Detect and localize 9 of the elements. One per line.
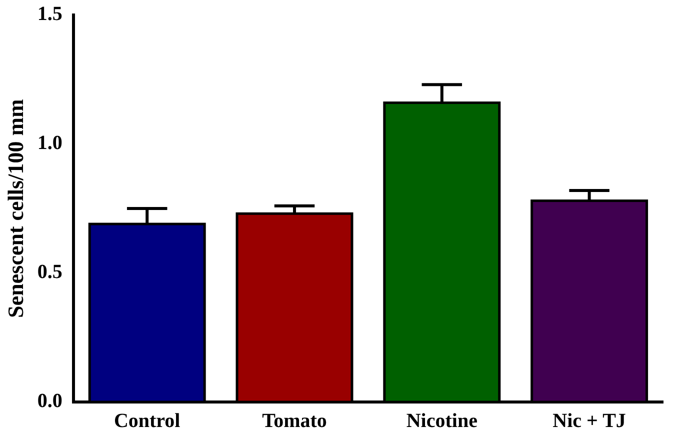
x-tick-label: Tomato (262, 410, 327, 432)
y-tick-label: 0.5 (37, 261, 62, 284)
y-tick-label: 0.0 (37, 390, 62, 412)
x-tick-label: Control (114, 410, 181, 432)
x-tick-label: Nic + TJ (552, 410, 626, 432)
y-tick-label: 1.0 (37, 132, 62, 154)
x-tick-label: Nicotine (406, 410, 478, 432)
y-axis-title: Senescent cells/100 mm (2, 99, 28, 318)
y-tick-label: 1.5 (37, 3, 62, 26)
